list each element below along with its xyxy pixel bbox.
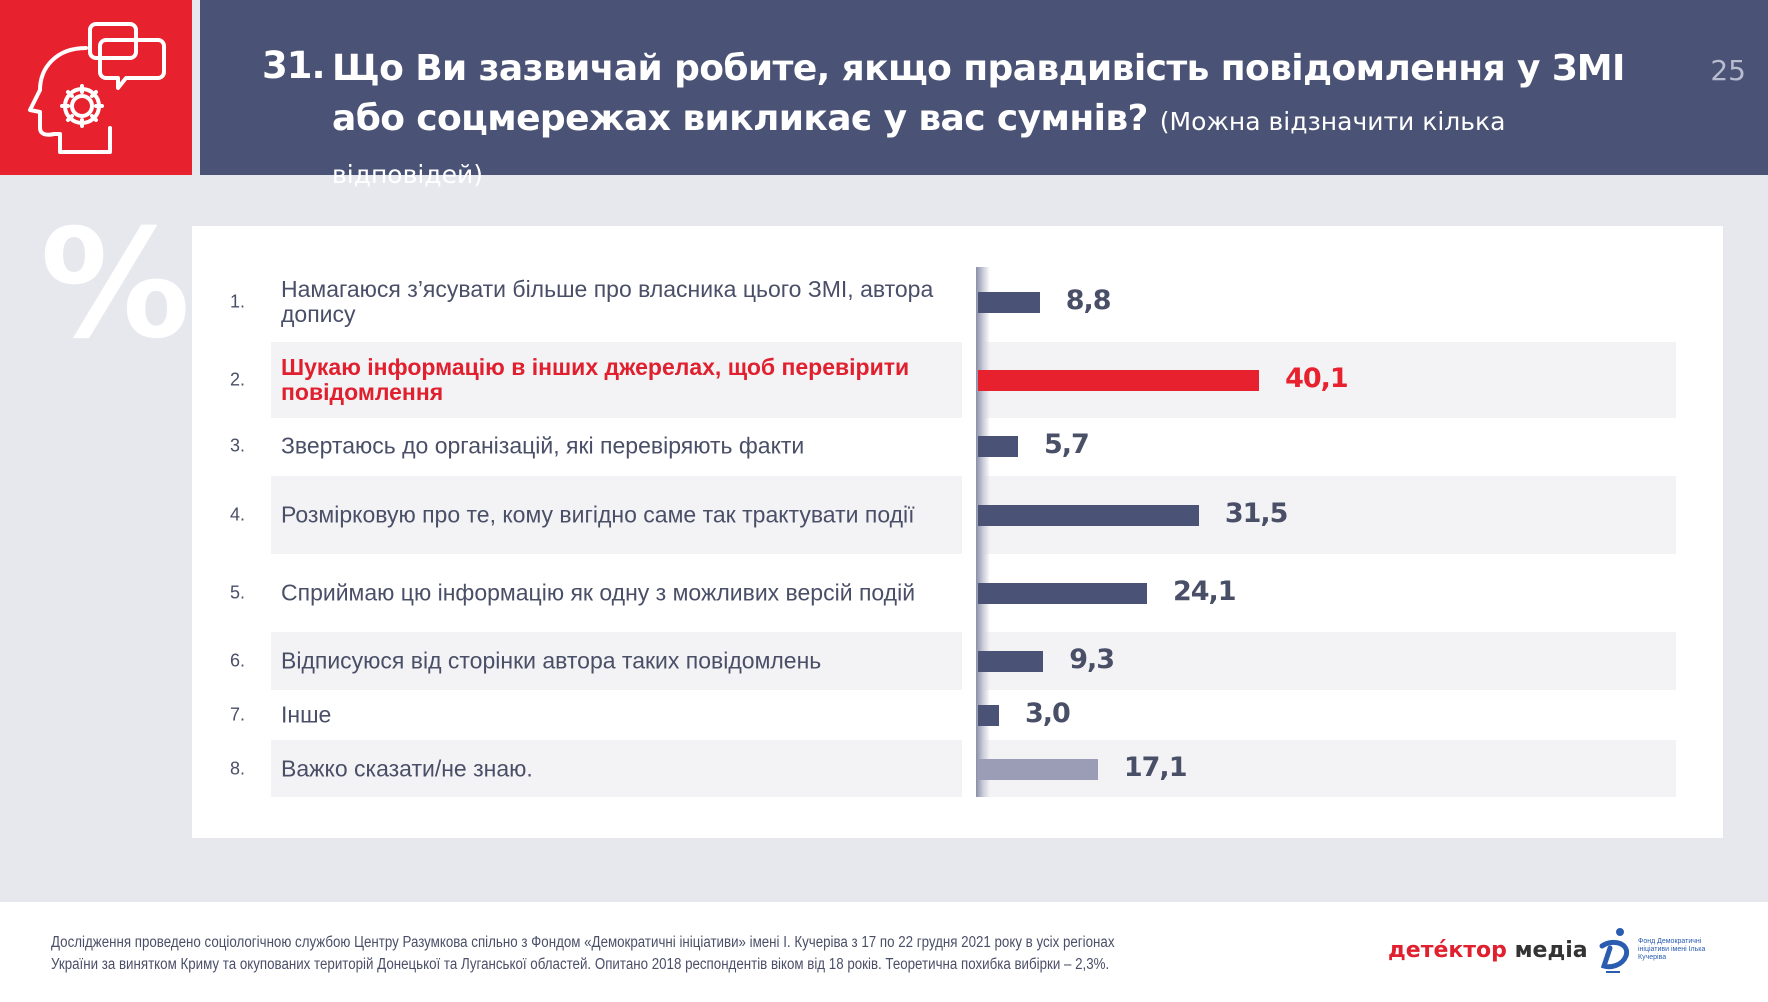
logo-part-media: медіа <box>1506 938 1588 963</box>
row-index: 7. <box>230 704 246 725</box>
question-title: Що Ви зазвичай робите, якщо правдивість … <box>332 44 1662 200</box>
data-label: 24,1 <box>1172 576 1237 607</box>
chart-row: 5. Сприймаю цю інформацію як одну з можли… <box>192 554 1723 632</box>
category-label: Намагаюся з’ясувати більше про власника … <box>281 276 934 327</box>
row-stripe <box>271 476 962 554</box>
row-index: 4. <box>230 504 246 525</box>
data-label: 5,7 <box>1043 429 1090 460</box>
question-title-text: Що Ви зазвичай робите, якщо правдивість … <box>332 48 1625 139</box>
header-bar <box>200 0 1768 175</box>
percent-icon: % <box>40 198 191 372</box>
bar <box>978 651 1044 672</box>
bar <box>978 583 1147 604</box>
question-note: (Можна відзначити кілька відповідей) <box>332 107 1506 189</box>
category-label: Важко сказати/не знаю. <box>281 755 533 781</box>
detector-media-logo: детéктор медіа <box>1388 938 1588 963</box>
row-index: 6. <box>230 650 246 671</box>
row-stripe <box>271 632 962 690</box>
data-label: 8,8 <box>1065 285 1112 316</box>
bar <box>978 705 1000 726</box>
head-gear-speech-icon <box>28 22 166 154</box>
row-index: 3. <box>230 435 246 456</box>
chart-row: 7. Інше <box>192 690 1723 740</box>
dif-logo-icon <box>1599 928 1630 973</box>
data-label: 9,3 <box>1069 644 1115 675</box>
row-stripe <box>976 632 1676 690</box>
category-label: Сприймаю цю інформацію як одну з можливи… <box>281 579 916 606</box>
row-stripe <box>271 740 962 797</box>
question-number: 31. <box>262 44 326 87</box>
chart-card: 1. Намагаюся з’ясувати більше про власник… <box>192 226 1723 838</box>
category-label: Інше <box>281 701 332 728</box>
data-label: 17,1 <box>1123 751 1188 783</box>
data-label: 3,0 <box>1025 698 1071 729</box>
logo-part-detector: детéктор <box>1388 938 1507 963</box>
chart-row: 2. Шукаю інформацію в інших джерелах, щоб… <box>192 342 1723 418</box>
row-stripe <box>976 690 1676 740</box>
category-label: Шукаю інформацію в інших джерелах, щоб п… <box>281 354 910 405</box>
row-index: 5. <box>230 582 246 603</box>
bar <box>978 292 1040 313</box>
row-index: 2. <box>230 369 246 390</box>
chart-row: 1. Намагаюся з’ясувати більше про власник… <box>192 267 1723 337</box>
bar <box>978 758 1098 780</box>
chart-row: 3. Звертаюсь до організацій, які перевіря… <box>192 418 1723 474</box>
bar <box>978 370 1260 391</box>
category-label: Звертаюсь до організацій, які перевіряют… <box>281 432 805 459</box>
row-index: 1. <box>230 291 246 312</box>
chart-row: 6. Відписуюся від сторінки автора таких п… <box>192 632 1723 690</box>
dif-foundation-logo: Фонд Демократичні ініціативи імені Ілька… <box>1596 926 1726 976</box>
bar <box>978 505 1199 526</box>
data-label: 31,5 <box>1224 498 1289 529</box>
methodology-note: Дослідження проведено соціологічною служ… <box>51 934 1115 973</box>
category-label: Відписуюся від сторінки автора таких пов… <box>281 647 822 674</box>
data-label: 40,1 <box>1285 363 1349 394</box>
row-index: 8. <box>230 758 246 778</box>
header-icon-block <box>0 0 192 175</box>
chart-row: 8. Важко сказати/не знаю. <box>192 740 1723 797</box>
chart-row: 4. Розмірковую про те, кому вигідно саме … <box>192 476 1723 554</box>
dif-logo-text: Фонд Демократичні ініціативи імені Ілька… <box>1638 938 1706 961</box>
footer: Дослідження проведено соціологічною служ… <box>0 902 1768 1002</box>
row-stripe <box>271 342 962 418</box>
bar <box>978 436 1018 457</box>
page-number: 25 <box>1710 54 1746 87</box>
category-label: Розмірковую про те, кому вигідно саме та… <box>281 501 915 528</box>
